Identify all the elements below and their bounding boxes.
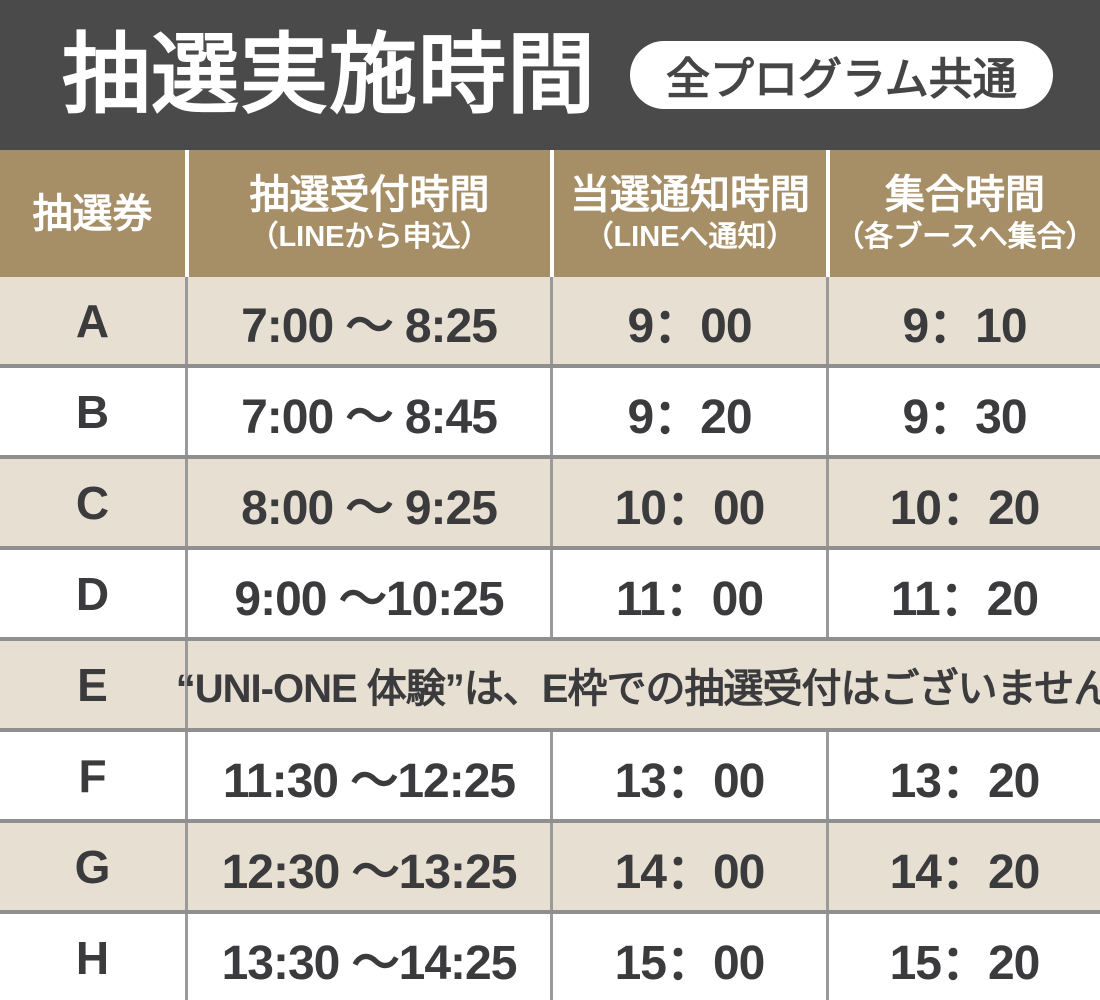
- header-meet: 集合時間 （各ブースへ集合）: [826, 150, 1100, 277]
- ticket-cell: E: [77, 658, 108, 711]
- ticket-cell: D: [75, 567, 110, 620]
- notify-cell: 11：00: [550, 550, 826, 637]
- page-title: 抽選実施時間: [62, 25, 597, 124]
- table-row-h: H 13:30 ～14:25 15：00 15：20: [0, 914, 1100, 1000]
- table-header-row: 抽選券 抽選受付時間 （LINEから申込） 当選通知時間 （LINEへ通知） 集…: [0, 150, 1100, 277]
- header-notify: 当選通知時間 （LINEへ通知）: [550, 150, 826, 277]
- ticket-cell: C: [75, 476, 110, 529]
- banner: 抽選実施時間 全プログラム共通: [0, 0, 1100, 150]
- header-notify-sublabel: （LINEへ通知）: [584, 221, 796, 254]
- header-meet-label: 集合時間: [885, 173, 1045, 218]
- notify-cell: 10：00: [550, 459, 826, 546]
- meet-cell: 15：20: [826, 914, 1100, 1000]
- notify-cell: 9：20: [550, 368, 826, 455]
- ticket-cell: A: [75, 294, 110, 347]
- table-row-d: D 9:00 ～10:25 11：00 11：20: [0, 550, 1100, 637]
- notify-cell: 13：00: [550, 732, 826, 819]
- table-row-f: F 11:30 ～12:25 13：00 13：20: [0, 732, 1100, 819]
- ticket-cell: B: [75, 385, 110, 438]
- meet-cell: 9：30: [826, 368, 1100, 455]
- no-lottery-notice: “UNI-ONE 体験”は、E枠での抽選受付はございません: [176, 641, 1100, 728]
- header-reception: 抽選受付時間 （LINEから申込）: [185, 150, 550, 277]
- ticket-cell: F: [78, 749, 107, 802]
- table-row-e: E “UNI-ONE 体験”は、E枠での抽選受付はございません: [0, 641, 1100, 728]
- meet-cell: 9：10: [826, 277, 1100, 364]
- meet-cell: 10：20: [826, 459, 1100, 546]
- reception-cell: 8:00 ～ 9:25: [185, 459, 550, 546]
- meet-cell: 11：20: [826, 550, 1100, 637]
- reception-cell: 9:00 ～10:25: [185, 550, 550, 637]
- header-notify-label: 当選通知時間: [570, 173, 810, 218]
- badge-all-programs: 全プログラム共通: [630, 41, 1053, 109]
- reception-cell: 13:30 ～14:25: [185, 914, 550, 1000]
- reception-cell: 12:30 ～13:25: [185, 823, 550, 910]
- notify-cell: 14：00: [550, 823, 826, 910]
- reception-cell: 11:30 ～12:25: [185, 732, 550, 819]
- ticket-cell: H: [75, 931, 110, 984]
- table-row-c: C 8:00 ～ 9:25 10：00 10：20: [0, 459, 1100, 546]
- meet-cell: 13：20: [826, 732, 1100, 819]
- reception-cell: 7:00 ～ 8:45: [185, 368, 550, 455]
- header-ticket: 抽選券: [0, 150, 185, 277]
- notify-cell: 15：00: [550, 914, 826, 1000]
- table-row-g: G 12:30 ～13:25 14：00 14：20: [0, 823, 1100, 910]
- reception-cell: 7:00 ～ 8:25: [185, 277, 550, 364]
- meet-cell: 14：20: [826, 823, 1100, 910]
- table-row-a: A 7:00 ～ 8:25 9：00 9：10: [0, 277, 1100, 364]
- header-ticket-label: 抽選券: [32, 191, 153, 236]
- header-reception-label: 抽選受付時間: [249, 173, 490, 218]
- table-row-b: B 7:00 ～ 8:45 9：20 9：30: [0, 368, 1100, 455]
- notify-cell: 9：00: [550, 277, 826, 364]
- table-body: A 7:00 ～ 8:25 9：00 9：10 B 7:00 ～ 8:45 9：…: [0, 277, 1100, 1000]
- ticket-cell: G: [74, 840, 111, 893]
- header-reception-sublabel: （LINEから申込）: [249, 221, 490, 254]
- header-meet-sublabel: （各ブースへ集合）: [835, 221, 1095, 254]
